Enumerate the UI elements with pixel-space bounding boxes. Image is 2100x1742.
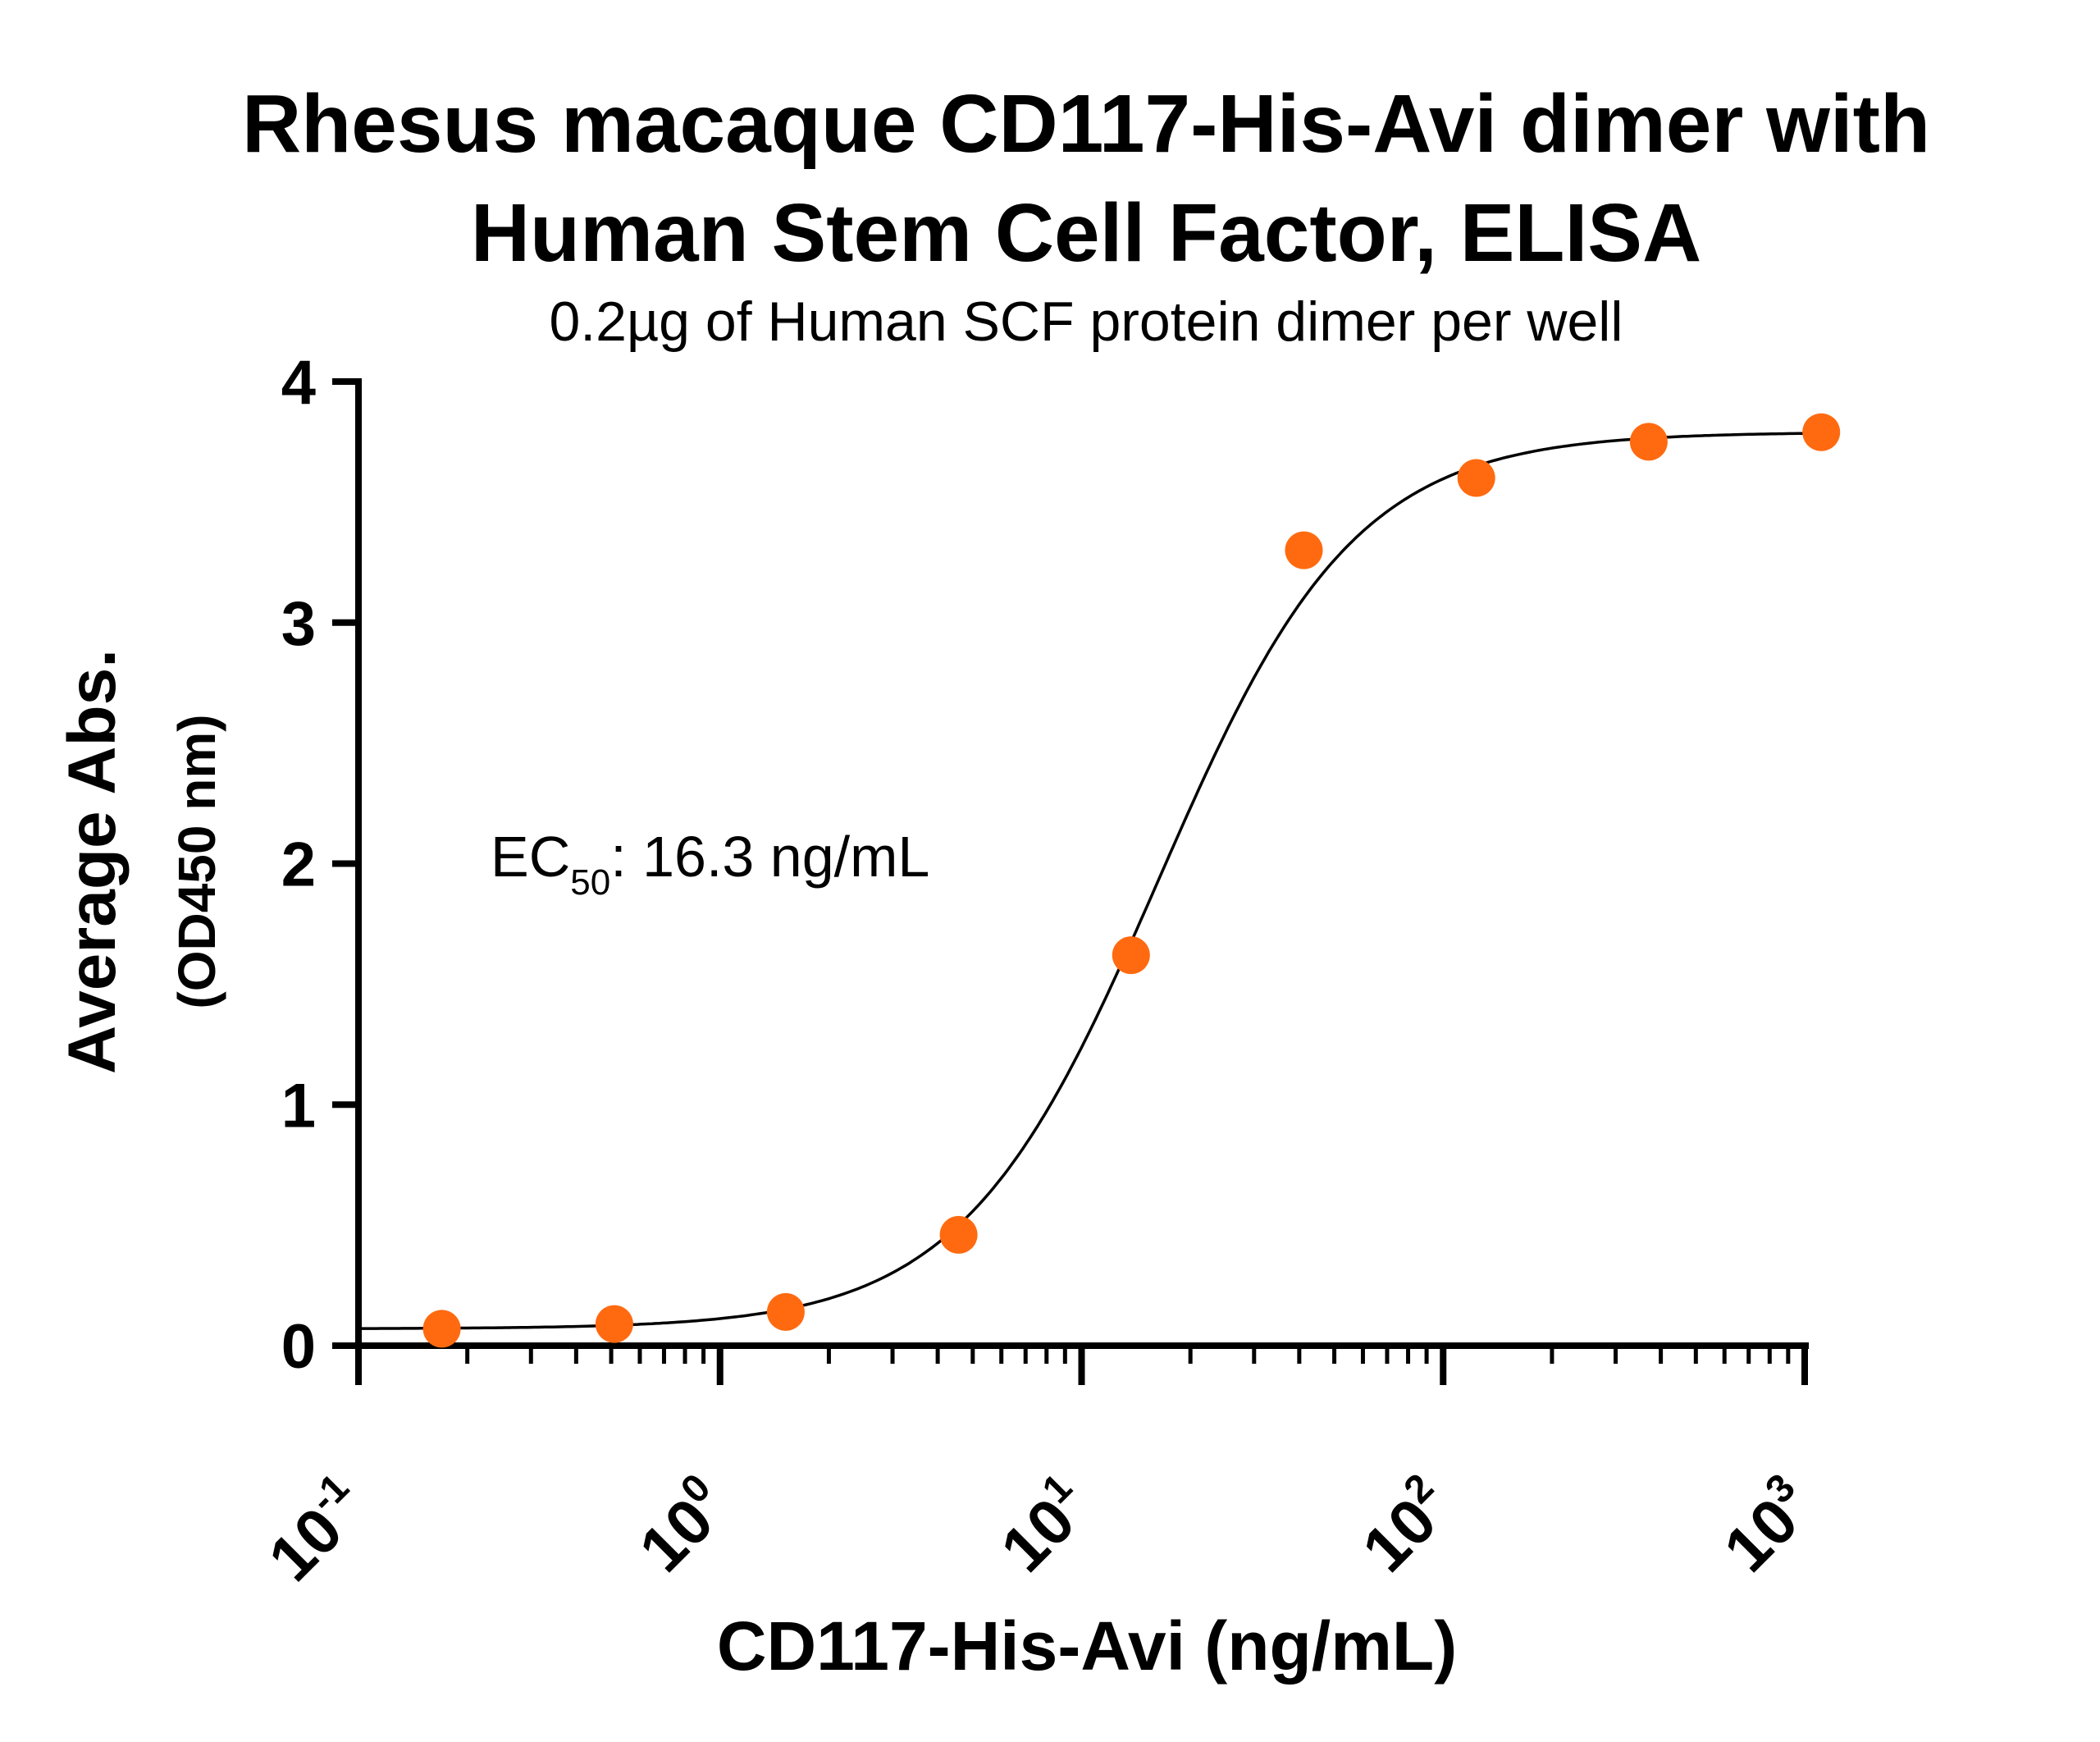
x-axis-label: CD117-His-Avi (ng/mL) — [717, 1607, 1457, 1685]
ec50-subscript: 50 — [570, 862, 610, 903]
y-tick-label: 0 — [281, 1312, 316, 1382]
y-tick-label: 2 — [281, 830, 316, 900]
data-point — [1112, 936, 1150, 975]
data-point — [1285, 531, 1323, 569]
x-tick-labels: 10-1 100 101 102 103 — [252, 1465, 1827, 1594]
y-axis-label-line-2: (OD450 nm) — [167, 714, 226, 1008]
data-point — [939, 1215, 978, 1254]
x-tick-label: 102 — [1345, 1465, 1465, 1585]
y-tick-labels: 0 1 2 3 4 — [281, 348, 316, 1382]
data-point — [1457, 459, 1495, 497]
data-point — [1629, 423, 1668, 461]
data-point — [422, 1310, 461, 1348]
y-tick-label: 3 — [281, 589, 316, 659]
y-axis-label-line-1: Average Abs. — [55, 649, 130, 1074]
x-tick-label: 101 — [984, 1465, 1104, 1585]
data-point — [766, 1292, 805, 1331]
chart-title-line-2: Human Stem Cell Factor, ELISA — [471, 187, 1701, 279]
x-tick-label: 100 — [623, 1465, 742, 1585]
data-point — [595, 1305, 633, 1343]
y-tick-label: 4 — [281, 348, 316, 418]
axes — [332, 378, 1809, 1385]
x-tick-label: 103 — [1707, 1465, 1827, 1585]
x-tick-label: 10-1 — [252, 1465, 381, 1594]
chart-subtitle: 0.2µg of Human SCF protein dimer per wel… — [549, 290, 1623, 353]
chart-title-line-1: Rhesus macaque CD117-His-Avi dimer with — [242, 78, 1930, 170]
data-points — [422, 413, 1841, 1348]
ec50-value: : 16.3 ng/mL — [610, 825, 929, 889]
data-point — [1802, 413, 1841, 451]
ec50-prefix: EC — [491, 825, 570, 889]
ec50-annotation: EC50: 16.3 ng/mL — [491, 825, 929, 903]
y-tick-label: 1 — [281, 1071, 316, 1141]
